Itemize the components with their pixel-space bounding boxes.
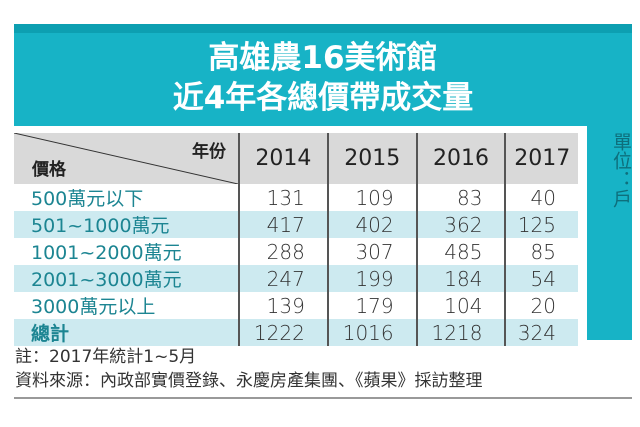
count-cell: 104 <box>415 292 506 319</box>
year-header: 2017 <box>504 133 578 184</box>
count-cell: 131 <box>238 184 328 211</box>
count-cell: 139 <box>238 292 328 319</box>
corner-year-label: 年份 <box>192 142 226 162</box>
header-row: 年份 價格 2014 2015 2016 2017 <box>14 133 578 184</box>
count-cell: 288 <box>238 238 328 265</box>
count-cell: 1016 <box>326 319 417 346</box>
count-cell: 109 <box>326 184 417 211</box>
count-cell: 402 <box>326 211 417 238</box>
count-cell: 324 <box>504 319 578 346</box>
data-table: 年份 價格 2014 2015 2016 2017 500萬元以下 131 109 8… <box>14 133 578 346</box>
count-cell: 179 <box>326 292 417 319</box>
count-cell: 184 <box>415 265 506 292</box>
source-note: 資料來源：內政部實價登錄、永慶房產集團、《蘋果》採訪整理 <box>15 371 483 391</box>
price-band-label: 500萬元以下 <box>31 188 144 210</box>
title-line-2: 近4年各總價帶成交量 <box>172 80 474 116</box>
unit-strip: 單位：戶 <box>587 126 632 340</box>
count-cell: 20 <box>504 292 578 319</box>
count-cell: 247 <box>238 265 328 292</box>
footnote: 註：2017年統計1~5月 <box>15 347 197 367</box>
title-banner: 高雄農16美術館 近4年各總價帶成交量 <box>14 24 632 126</box>
table-row: 2001~3000萬元 247 199 184 54 <box>14 265 578 292</box>
table-row: 501~1000萬元 417 402 362 125 <box>14 211 578 238</box>
title-band <box>14 24 632 33</box>
year-header: 2014 <box>238 133 328 184</box>
count-cell: 1222 <box>238 319 328 346</box>
count-cell: 1218 <box>415 319 506 346</box>
count-cell: 199 <box>326 265 417 292</box>
year-header: 2016 <box>415 133 506 184</box>
diagonal-divider <box>14 133 238 184</box>
count-cell: 40 <box>504 184 578 211</box>
table-row: 1001~2000萬元 288 307 485 85 <box>14 238 578 265</box>
title-line-1: 高雄農16美術館 <box>208 40 438 76</box>
year-header: 2015 <box>326 133 417 184</box>
table-row: 500萬元以下 131 109 83 40 <box>14 184 578 211</box>
count-cell: 307 <box>326 238 417 265</box>
corner-cell: 年份 價格 <box>14 133 239 184</box>
table-row: 3000萬元以上 139 179 104 20 <box>14 292 578 319</box>
price-band-label: 3000萬元以上 <box>31 296 156 318</box>
bottom-rule <box>14 397 632 399</box>
count-cell: 485 <box>415 238 506 265</box>
price-band-label: 總計 <box>14 319 239 346</box>
table-row: 總計 1222 1016 1218 324 <box>14 319 578 346</box>
price-band-label: 501~1000萬元 <box>14 211 239 238</box>
unit-label: 單位：戶 <box>610 132 632 208</box>
count-cell: 54 <box>504 265 578 292</box>
count-cell: 362 <box>415 211 506 238</box>
price-band-label: 1001~2000萬元 <box>31 242 182 264</box>
price-band-label: 2001~3000萬元 <box>14 265 239 292</box>
count-cell: 417 <box>238 211 328 238</box>
count-cell: 85 <box>504 238 578 265</box>
count-cell: 125 <box>504 211 578 238</box>
corner-price-label: 價格 <box>32 160 66 180</box>
count-cell: 83 <box>415 184 506 211</box>
